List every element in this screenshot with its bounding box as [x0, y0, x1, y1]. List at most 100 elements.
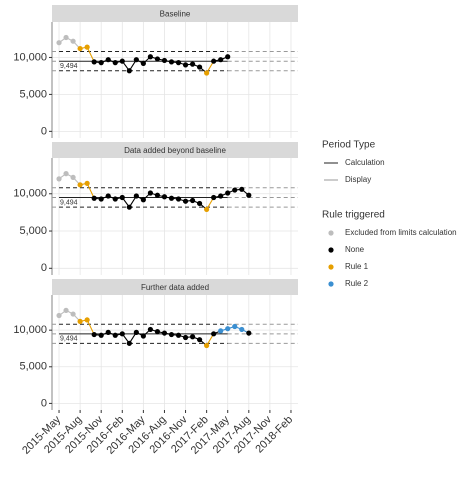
data-point: [98, 332, 104, 338]
data-point: [154, 329, 161, 335]
data-point: [70, 38, 76, 44]
data-point: [182, 334, 189, 341]
legend-label: Excluded from limits calculation: [345, 228, 457, 237]
data-point: [112, 196, 118, 202]
legend-key: [328, 281, 334, 287]
data-point: [232, 187, 238, 193]
y-tick-label: 0: [41, 262, 47, 274]
center-label: 9,494: [60, 336, 78, 343]
data-point: [225, 326, 231, 332]
data-point: [63, 34, 69, 41]
data-point: [161, 194, 168, 200]
data-point: [56, 40, 62, 46]
data-point: [91, 195, 97, 201]
data-point: [112, 332, 118, 338]
data-point: [147, 326, 153, 333]
legend-key: [328, 230, 334, 236]
data-point: [182, 198, 189, 204]
data-point: [119, 331, 125, 337]
data-point: [112, 60, 118, 66]
data-point: [197, 337, 203, 343]
data-point: [189, 197, 196, 204]
facet-title: Baseline: [160, 10, 191, 19]
data-point: [197, 200, 203, 207]
data-point: [126, 204, 132, 210]
data-point: [56, 312, 62, 319]
data-point: [140, 60, 146, 66]
legend-label: None: [345, 245, 365, 254]
data-point: [218, 328, 224, 334]
facet-title: Further data added: [141, 283, 209, 292]
y-tick-label: 5,000: [19, 361, 47, 373]
data-point: [154, 192, 161, 198]
data-point: [189, 334, 196, 340]
data-point: [204, 70, 210, 76]
center-label: 9,494: [60, 63, 78, 70]
strip: [52, 5, 298, 22]
data-point: [98, 60, 104, 66]
data-point: [140, 333, 146, 339]
data-point: [147, 54, 153, 60]
y-tick-label: 5,000: [19, 225, 47, 237]
data-point: [239, 326, 245, 333]
data-point: [246, 192, 252, 198]
facet-title: Data added beyond baseline: [124, 146, 226, 155]
data-point: [204, 206, 210, 213]
data-point: [204, 342, 210, 349]
data-point: [77, 45, 83, 52]
data-point: [218, 193, 224, 199]
data-line: [86, 183, 95, 199]
legend-label: Rule 1: [345, 262, 369, 271]
data-point: [91, 331, 97, 338]
y-tick-label: 10,000: [13, 51, 47, 63]
data-point: [246, 330, 252, 336]
data-point: [140, 197, 146, 203]
data-point: [182, 62, 189, 68]
data-point: [133, 57, 139, 63]
data-point: [211, 194, 217, 201]
data-point: [211, 58, 217, 64]
data-point: [218, 57, 224, 63]
data-point: [105, 193, 111, 199]
strip: [52, 142, 298, 158]
data-point: [77, 318, 83, 324]
data-point: [84, 44, 90, 50]
data-point: [239, 186, 245, 192]
data-point: [133, 329, 139, 335]
y-tick-label: 10,000: [13, 324, 47, 336]
data-point: [56, 176, 62, 182]
data-point: [84, 317, 90, 323]
data-point: [161, 330, 168, 336]
data-point: [126, 340, 132, 346]
data-point: [161, 57, 168, 64]
y-tick-label: 0: [41, 397, 47, 409]
data-point: [70, 311, 76, 317]
y-tick-label: 5,000: [19, 88, 47, 100]
y-tick-label: 0: [41, 125, 47, 137]
data-point: [232, 323, 238, 330]
data-line: [86, 319, 95, 335]
data-point: [154, 56, 161, 62]
data-point: [126, 68, 132, 74]
legend-title: Rule triggered: [322, 210, 385, 221]
legend-key: [328, 247, 334, 253]
data-point: [63, 307, 69, 313]
legend-label: Display: [345, 175, 371, 184]
data-point: [225, 190, 231, 196]
data-point: [197, 64, 203, 70]
data-point: [84, 180, 90, 186]
data-point: [77, 182, 83, 188]
data-point: [147, 190, 153, 196]
legend-label: Rule 2: [345, 279, 369, 288]
legend-title: Period Type: [322, 140, 376, 151]
data-point: [105, 329, 111, 335]
data-point: [168, 59, 175, 65]
data-point: [168, 331, 175, 338]
data-point: [175, 332, 182, 338]
data-point: [105, 57, 111, 63]
data-point: [63, 171, 69, 177]
data-point: [98, 196, 104, 202]
legend-label: Calculation: [345, 158, 385, 167]
legend-key: [328, 264, 334, 270]
